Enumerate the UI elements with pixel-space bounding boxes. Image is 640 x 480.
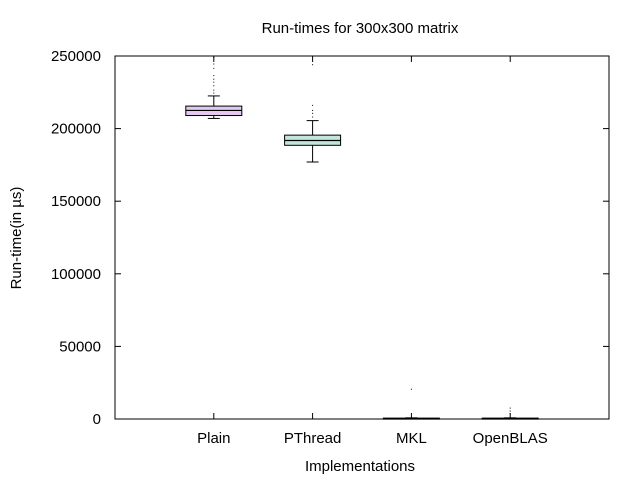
x-axis-label: Implementations <box>305 458 415 475</box>
outlier-point <box>213 89 215 91</box>
box-mkl <box>382 388 440 420</box>
plot-frame <box>114 55 610 420</box>
box-openblas <box>481 407 539 420</box>
outlier-point <box>410 388 412 390</box>
outlier-point <box>213 67 215 69</box>
x-tick-label: Plain <box>197 430 230 447</box>
y-tick-label: 250000 <box>51 48 101 65</box>
outlier-point <box>213 78 215 80</box>
outlier-point <box>213 92 215 94</box>
outlier-point <box>312 112 314 114</box>
x-tick-label: OpenBLAS <box>473 430 548 447</box>
outlier-point <box>213 75 215 77</box>
x-axis: Plain PThread MKL OpenBLAS <box>197 56 548 447</box>
outlier-point <box>509 407 511 409</box>
x-tick-label: PThread <box>284 430 342 447</box>
outlier-point <box>213 81 215 83</box>
outlier-point <box>213 63 215 65</box>
outlier-point <box>312 64 314 66</box>
outlier-point <box>312 116 314 118</box>
outlier-point <box>509 413 511 415</box>
y-tick-label: 0 <box>93 411 101 428</box>
outlier-point <box>213 85 215 87</box>
y-tick-label: 200000 <box>51 121 101 138</box>
y-tick-label: 100000 <box>51 266 101 283</box>
y-axis-label: Run-time(in µs) <box>8 187 25 290</box>
chart-title: Run-times for 300x300 matrix <box>262 20 459 37</box>
y-tick-label: 150000 <box>51 193 101 210</box>
box-plain <box>185 56 243 119</box>
box-pthread <box>284 64 342 163</box>
y-axis: 0 50000 100000 150000 200000 250000 <box>51 48 609 428</box>
outlier-point <box>509 410 511 412</box>
outlier-point <box>312 109 314 111</box>
x-tick-label: MKL <box>396 430 427 447</box>
outlier-point <box>312 104 314 106</box>
outlier-point <box>213 56 215 58</box>
boxplot-series <box>185 56 539 420</box>
y-tick-label: 50000 <box>59 338 101 355</box>
